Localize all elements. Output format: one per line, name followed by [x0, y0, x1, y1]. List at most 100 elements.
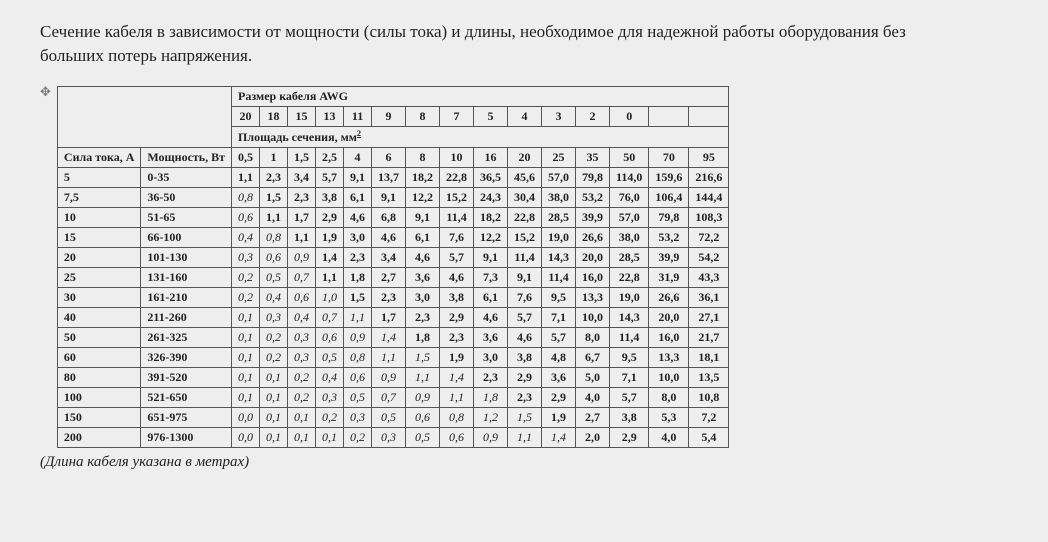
data-cell: 10,8 — [689, 387, 729, 407]
table-footnote: (Длина кабеля указана в метрах) — [40, 454, 1008, 471]
data-cell: 5,4 — [689, 427, 729, 447]
table-row: 1566-1000,40,81,11,93,04,66,17,612,215,2… — [57, 227, 728, 247]
header-mm2-value: 10 — [440, 147, 474, 167]
cable-gauge-table: Размер кабеля AWG201815131198754320Площа… — [57, 86, 729, 448]
header-awg-value: 4 — [508, 106, 542, 126]
data-cell: 1,1 — [508, 427, 542, 447]
table-row: 30161-2100,20,40,61,01,52,33,03,86,17,69… — [57, 287, 728, 307]
row-current: 30 — [57, 287, 140, 307]
header-awg-value: 3 — [542, 106, 576, 126]
data-cell: 5,7 — [610, 387, 649, 407]
data-cell: 1,2 — [474, 407, 508, 427]
data-cell: 0,1 — [232, 307, 260, 327]
data-cell: 12,2 — [474, 227, 508, 247]
data-cell: 2,0 — [576, 427, 610, 447]
header-mm2-value: 1 — [260, 147, 288, 167]
data-cell: 1,7 — [372, 307, 406, 327]
header-awg-value: 11 — [344, 106, 372, 126]
data-cell: 1,1 — [440, 387, 474, 407]
data-cell: 30,4 — [508, 187, 542, 207]
row-power: 161-210 — [141, 287, 232, 307]
data-cell: 1,1 — [372, 347, 406, 367]
data-cell: 2,3 — [474, 367, 508, 387]
data-cell: 7,6 — [440, 227, 474, 247]
data-cell: 0,9 — [474, 427, 508, 447]
data-cell: 11,4 — [610, 327, 649, 347]
data-cell: 106,4 — [649, 187, 689, 207]
header-mm2-value: 35 — [576, 147, 610, 167]
data-cell: 0,4 — [316, 367, 344, 387]
data-cell: 1,1 — [344, 307, 372, 327]
header-awg-label: Размер кабеля AWG — [232, 86, 729, 106]
data-cell: 26,6 — [576, 227, 610, 247]
data-cell: 1,8 — [474, 387, 508, 407]
data-cell: 0,8 — [232, 187, 260, 207]
row-power: 51-65 — [141, 207, 232, 227]
data-cell: 1,4 — [372, 327, 406, 347]
data-cell: 14,3 — [610, 307, 649, 327]
data-cell: 159,6 — [649, 167, 689, 187]
data-cell: 20,0 — [649, 307, 689, 327]
data-cell: 0,0 — [232, 407, 260, 427]
header-mm2-value: 2,5 — [316, 147, 344, 167]
row-current: 40 — [57, 307, 140, 327]
data-cell: 0,4 — [232, 227, 260, 247]
data-cell: 0,6 — [344, 367, 372, 387]
data-cell: 0,0 — [232, 427, 260, 447]
data-cell: 0,1 — [260, 367, 288, 387]
data-cell: 13,3 — [649, 347, 689, 367]
row-current: 5 — [57, 167, 140, 187]
data-cell: 0,3 — [344, 407, 372, 427]
data-cell: 0,3 — [316, 387, 344, 407]
row-power: 261-325 — [141, 327, 232, 347]
data-cell: 3,4 — [288, 167, 316, 187]
header-mm2-value: 6 — [372, 147, 406, 167]
table-row: 40211-2600,10,30,40,71,11,72,32,94,65,77… — [57, 307, 728, 327]
data-cell: 2,9 — [508, 367, 542, 387]
data-cell: 13,5 — [689, 367, 729, 387]
data-cell: 5,3 — [649, 407, 689, 427]
data-cell: 3,6 — [474, 327, 508, 347]
data-cell: 0,2 — [232, 287, 260, 307]
header-awg-value — [689, 106, 729, 126]
table-row: 50261-3250,10,20,30,60,91,41,82,33,64,65… — [57, 327, 728, 347]
data-cell: 0,4 — [260, 287, 288, 307]
data-cell: 0,2 — [288, 367, 316, 387]
data-cell: 4,6 — [440, 267, 474, 287]
data-cell: 7,2 — [689, 407, 729, 427]
table-move-handle-icon[interactable]: ✥ — [40, 84, 51, 100]
header-awg-value: 9 — [372, 106, 406, 126]
data-cell: 1,5 — [344, 287, 372, 307]
data-cell: 0,1 — [232, 327, 260, 347]
data-cell: 0,3 — [232, 247, 260, 267]
data-cell: 26,6 — [649, 287, 689, 307]
data-cell: 72,2 — [689, 227, 729, 247]
row-power: 391-520 — [141, 367, 232, 387]
data-cell: 9,1 — [508, 267, 542, 287]
data-cell: 7,6 — [508, 287, 542, 307]
data-cell: 79,8 — [576, 167, 610, 187]
data-cell: 53,2 — [576, 187, 610, 207]
data-cell: 36,5 — [474, 167, 508, 187]
header-mm2-value: 50 — [610, 147, 649, 167]
header-awg-value: 20 — [232, 106, 260, 126]
data-cell: 0,6 — [288, 287, 316, 307]
data-cell: 4,0 — [576, 387, 610, 407]
data-cell: 1,9 — [542, 407, 576, 427]
data-cell: 5,7 — [440, 247, 474, 267]
data-cell: 4,6 — [474, 307, 508, 327]
data-cell: 15,2 — [508, 227, 542, 247]
data-cell: 28,5 — [610, 247, 649, 267]
data-cell: 4,6 — [372, 227, 406, 247]
table-row: 50-351,12,33,45,79,113,718,222,836,545,6… — [57, 167, 728, 187]
data-cell: 5,0 — [576, 367, 610, 387]
data-cell: 5,7 — [316, 167, 344, 187]
data-cell: 9,1 — [406, 207, 440, 227]
data-cell: 13,7 — [372, 167, 406, 187]
data-cell: 1,5 — [508, 407, 542, 427]
data-cell: 0,9 — [288, 247, 316, 267]
row-current: 50 — [57, 327, 140, 347]
data-cell: 18,2 — [474, 207, 508, 227]
header-mm2-label: Площадь сечения, мм2 — [232, 126, 729, 147]
data-cell: 0,8 — [440, 407, 474, 427]
